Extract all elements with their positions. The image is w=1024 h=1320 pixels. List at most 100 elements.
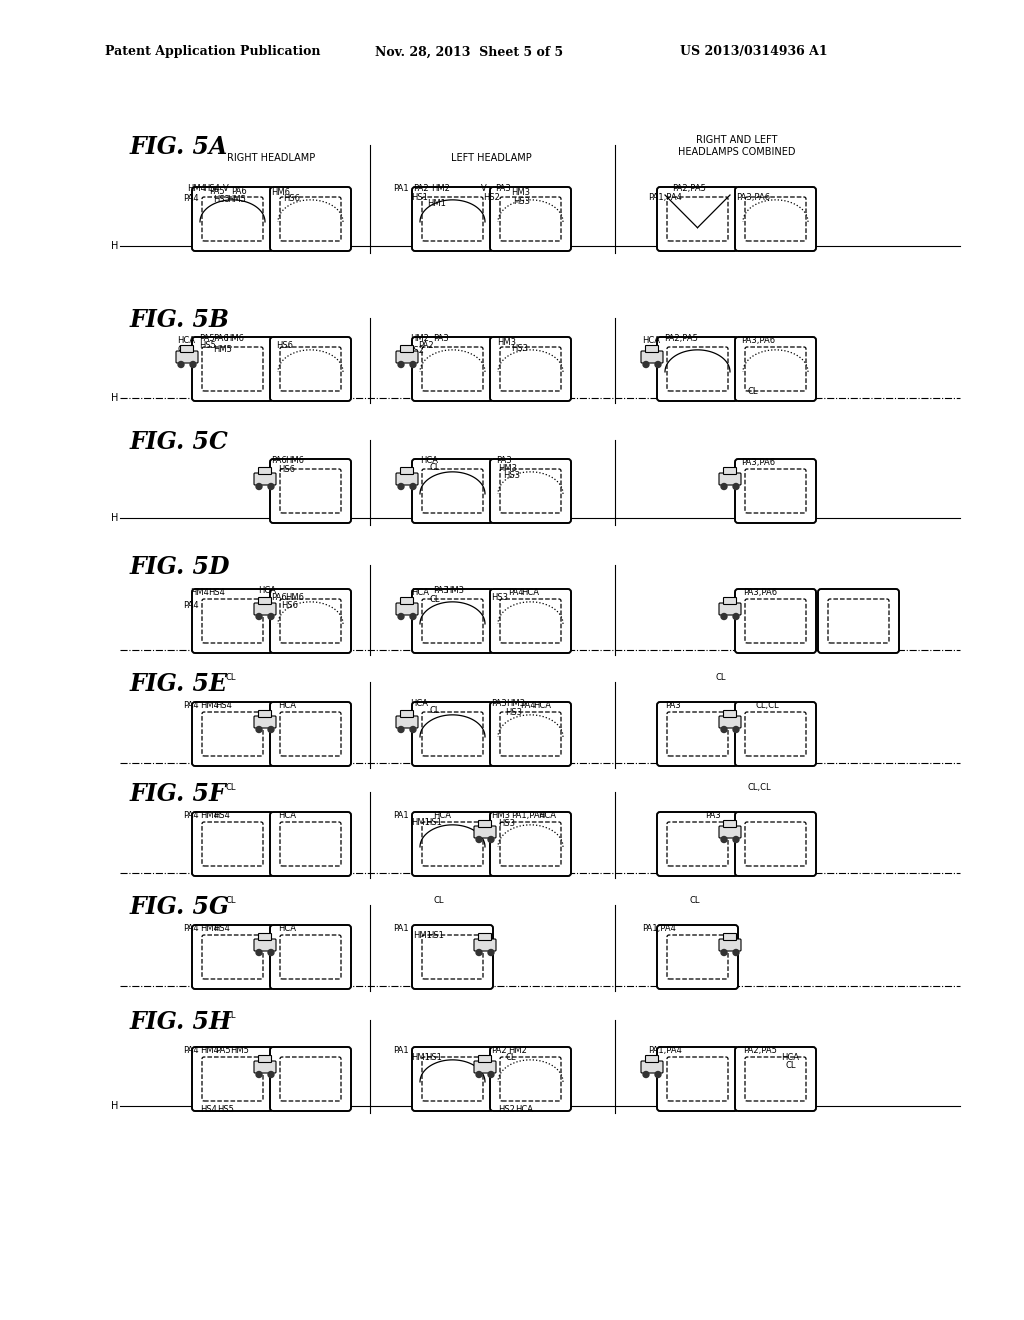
Text: PA3: PA3 xyxy=(495,183,511,193)
Text: HS4: HS4 xyxy=(203,183,220,193)
FancyBboxPatch shape xyxy=(412,589,493,653)
FancyBboxPatch shape xyxy=(724,821,736,828)
Text: HS3: HS3 xyxy=(511,345,528,352)
Circle shape xyxy=(410,362,416,367)
Circle shape xyxy=(410,614,416,619)
FancyBboxPatch shape xyxy=(396,715,418,729)
FancyBboxPatch shape xyxy=(490,1047,571,1111)
Text: PA4: PA4 xyxy=(508,587,523,597)
Circle shape xyxy=(643,1072,649,1077)
Text: H: H xyxy=(111,1101,118,1111)
Text: HM3: HM3 xyxy=(498,465,517,473)
Text: HM1: HM1 xyxy=(411,818,430,828)
Text: HS6: HS6 xyxy=(278,465,295,474)
Text: PA2,PA5: PA2,PA5 xyxy=(664,334,698,343)
FancyBboxPatch shape xyxy=(724,933,736,940)
FancyBboxPatch shape xyxy=(657,337,738,401)
Text: FIG. 5G: FIG. 5G xyxy=(130,895,230,919)
Text: HCA: HCA xyxy=(278,924,296,933)
Text: H: H xyxy=(111,242,118,251)
Text: CL: CL xyxy=(505,1053,515,1063)
Text: PA4: PA4 xyxy=(520,701,536,710)
Text: PA3: PA3 xyxy=(496,455,512,465)
Text: HM2: HM2 xyxy=(508,1045,527,1055)
Text: PA6: PA6 xyxy=(231,187,247,195)
Text: HS5: HS5 xyxy=(217,1105,233,1114)
Text: PA2,PA5: PA2,PA5 xyxy=(672,183,706,193)
FancyBboxPatch shape xyxy=(657,1047,738,1111)
Text: V: V xyxy=(223,183,228,193)
Text: HS4: HS4 xyxy=(215,701,231,710)
FancyBboxPatch shape xyxy=(719,826,741,838)
Circle shape xyxy=(256,614,262,619)
Text: HM3: HM3 xyxy=(511,187,530,197)
Text: HM5: HM5 xyxy=(213,345,231,354)
FancyBboxPatch shape xyxy=(396,603,418,615)
FancyBboxPatch shape xyxy=(641,1061,663,1073)
Text: HS3: HS3 xyxy=(490,593,508,602)
Text: FIG. 5D: FIG. 5D xyxy=(130,554,230,579)
FancyBboxPatch shape xyxy=(193,925,273,989)
Text: HCA: HCA xyxy=(534,701,551,710)
Text: HM4: HM4 xyxy=(200,1045,219,1055)
Text: PA3,PA6: PA3,PA6 xyxy=(741,337,775,345)
Text: FIG. 5H: FIG. 5H xyxy=(130,1010,232,1034)
FancyBboxPatch shape xyxy=(412,812,493,876)
Text: CL: CL xyxy=(225,783,236,792)
FancyBboxPatch shape xyxy=(400,346,414,352)
Text: V: V xyxy=(481,183,486,193)
FancyBboxPatch shape xyxy=(400,598,414,605)
FancyBboxPatch shape xyxy=(254,715,276,729)
Text: HM3: HM3 xyxy=(445,586,464,595)
Text: PA4: PA4 xyxy=(183,1045,199,1055)
Text: CL: CL xyxy=(433,896,443,906)
Circle shape xyxy=(733,837,739,842)
FancyBboxPatch shape xyxy=(193,1047,273,1111)
FancyBboxPatch shape xyxy=(719,715,741,729)
Text: Patent Application Publication: Patent Application Publication xyxy=(105,45,321,58)
FancyBboxPatch shape xyxy=(258,933,271,940)
FancyBboxPatch shape xyxy=(490,459,571,523)
FancyBboxPatch shape xyxy=(719,603,741,615)
Text: PA1: PA1 xyxy=(393,810,409,820)
Text: CL: CL xyxy=(715,673,725,682)
Text: HM6: HM6 xyxy=(285,455,304,465)
Circle shape xyxy=(268,949,274,956)
Text: PA1,PA4: PA1,PA4 xyxy=(648,1045,682,1055)
Text: HCA: HCA xyxy=(410,700,428,708)
Text: US 2013/0314936 A1: US 2013/0314936 A1 xyxy=(680,45,827,58)
Circle shape xyxy=(721,726,727,733)
Text: PA1: PA1 xyxy=(393,1045,409,1055)
Text: HM4: HM4 xyxy=(200,924,219,933)
FancyBboxPatch shape xyxy=(180,346,194,352)
Text: CL,CL: CL,CL xyxy=(748,783,772,792)
Text: PA3: PA3 xyxy=(433,586,449,595)
Circle shape xyxy=(643,362,649,367)
Text: HM1: HM1 xyxy=(427,199,445,209)
Text: PA4: PA4 xyxy=(183,194,199,203)
FancyBboxPatch shape xyxy=(645,1056,658,1063)
FancyBboxPatch shape xyxy=(719,939,741,950)
FancyBboxPatch shape xyxy=(254,473,276,484)
Text: PA3,PA6: PA3,PA6 xyxy=(743,587,777,597)
FancyBboxPatch shape xyxy=(657,187,738,251)
Text: PA1,PA4: PA1,PA4 xyxy=(648,193,682,202)
Circle shape xyxy=(268,614,274,619)
Text: HM3: HM3 xyxy=(497,338,516,347)
FancyBboxPatch shape xyxy=(657,925,738,989)
Text: HS5: HS5 xyxy=(199,341,216,350)
Text: PA3: PA3 xyxy=(665,701,681,710)
Text: FIG. 5F: FIG. 5F xyxy=(130,781,226,807)
FancyBboxPatch shape xyxy=(474,826,496,838)
Circle shape xyxy=(733,483,739,490)
Text: HS1: HS1 xyxy=(425,1053,442,1063)
Text: PA1: PA1 xyxy=(393,183,409,193)
Text: HM4: HM4 xyxy=(200,701,219,710)
FancyBboxPatch shape xyxy=(474,939,496,950)
FancyBboxPatch shape xyxy=(490,702,571,766)
FancyBboxPatch shape xyxy=(193,589,273,653)
FancyBboxPatch shape xyxy=(254,1061,276,1073)
Text: HM4: HM4 xyxy=(200,810,219,820)
Text: HM3: HM3 xyxy=(506,700,525,708)
Text: CL: CL xyxy=(225,896,236,906)
